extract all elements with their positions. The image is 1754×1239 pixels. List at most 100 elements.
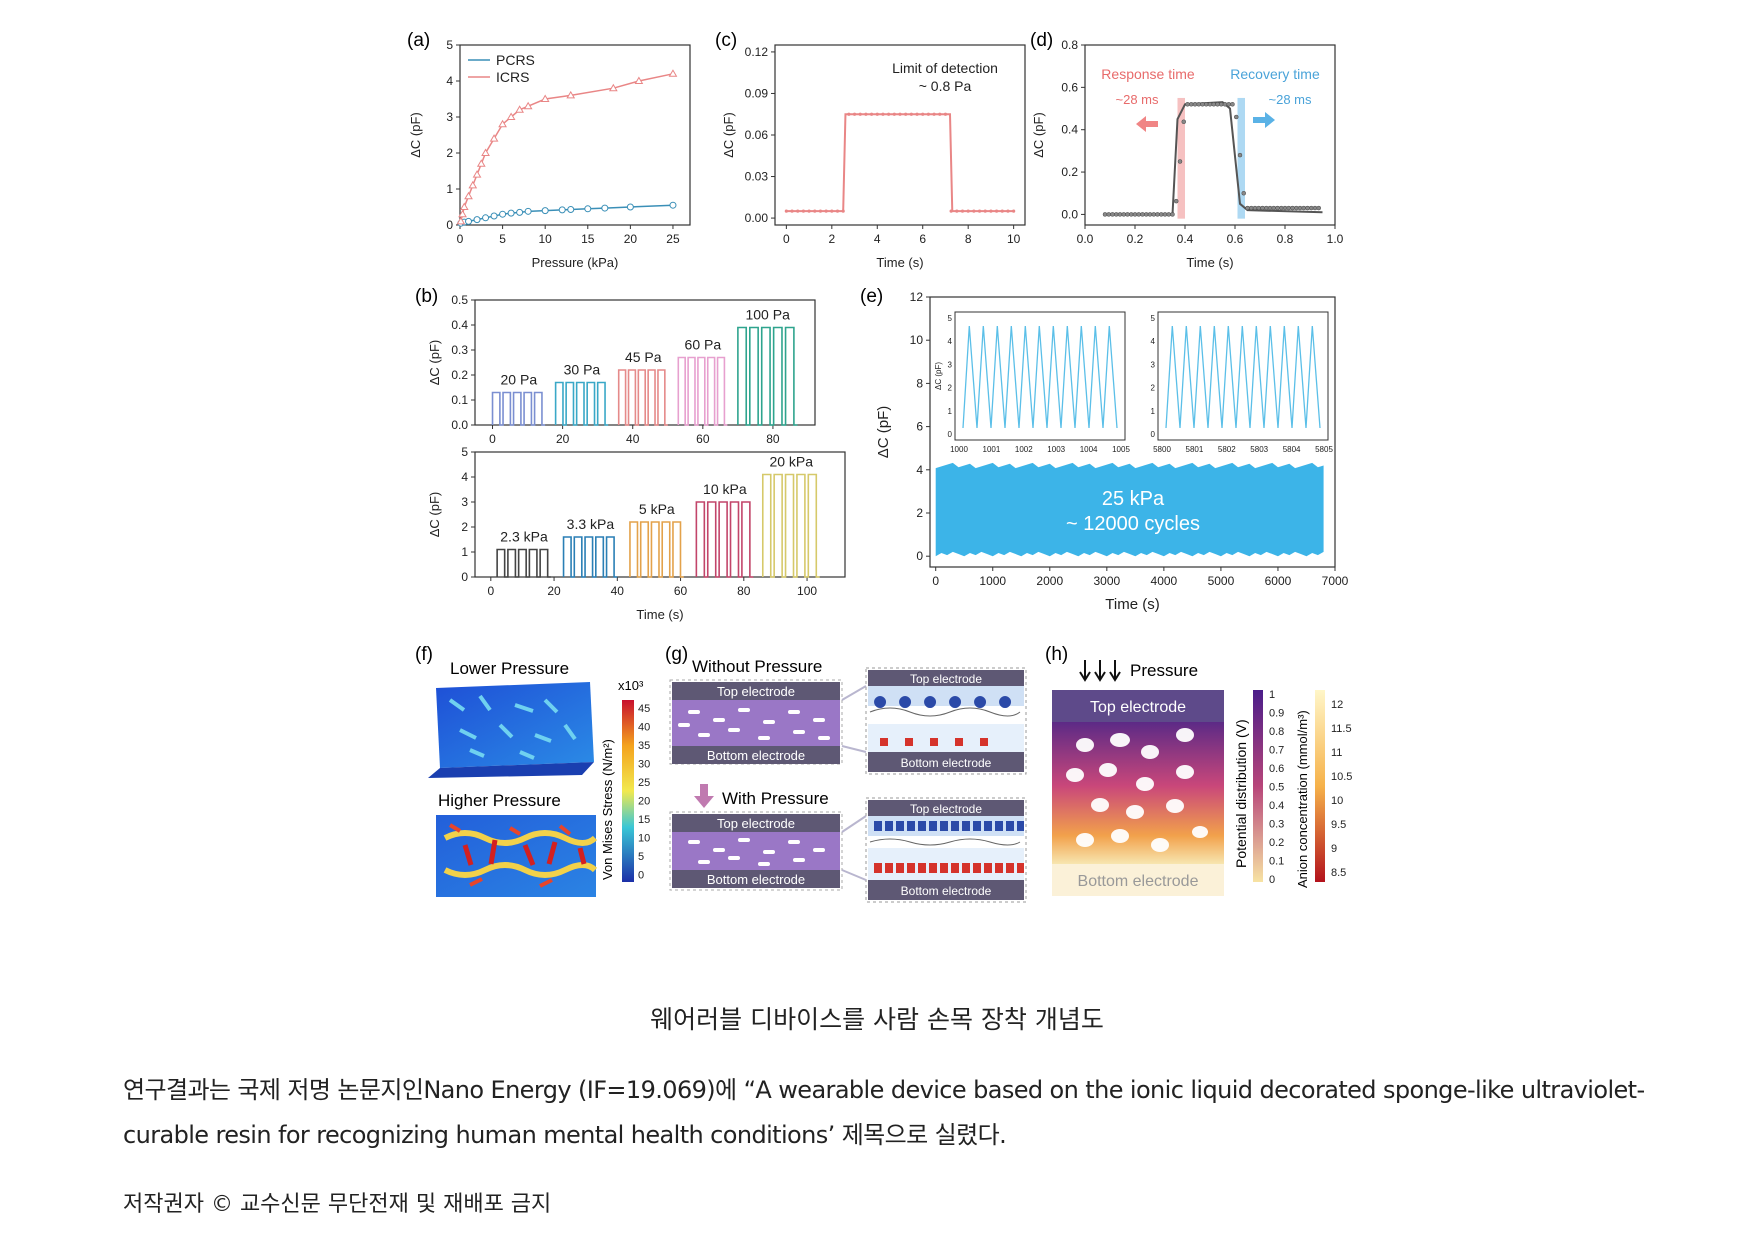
lod-data-point xyxy=(892,112,896,116)
response-time-label: Response time xyxy=(1101,66,1195,82)
b-bottom-pulse-label: 3.3 kPa xyxy=(567,516,615,532)
potential-tick-label: 0.2 xyxy=(1269,837,1284,849)
lod-data-point xyxy=(955,209,959,213)
y-tick-label: 2 xyxy=(461,520,468,534)
x-tick-label: 1.0 xyxy=(1327,232,1344,246)
x-tick-label: 40 xyxy=(611,584,625,598)
potential-colorbar xyxy=(1253,690,1263,882)
lod-data-point xyxy=(790,209,794,213)
zoom-top-electrode-label-2: Top electrode xyxy=(910,802,982,816)
lod-data-point xyxy=(972,209,976,213)
x-tick-label: 4 xyxy=(874,232,881,246)
x-tick-label: 20 xyxy=(624,232,638,246)
response-data-point xyxy=(1106,212,1111,217)
response-data-point xyxy=(1162,212,1168,217)
inset-x-tick-label: 1005 xyxy=(1112,445,1130,454)
b-top-pulse-label: 45 Pa xyxy=(625,349,662,365)
y-axis-label: ΔC (pF) xyxy=(1031,112,1046,158)
x-axis-label: Pressure (kPa) xyxy=(532,255,619,270)
copyright-notice: 저작권자 © 교수신문 무단전재 및 재배포 금지 xyxy=(123,1192,552,1217)
x-tick-label: 0 xyxy=(783,232,790,246)
cycles-count-label: ~ 12000 cycles xyxy=(1066,513,1200,535)
series-line-icrs xyxy=(460,73,674,222)
potential-colorbar-label: Potential distribution (V) xyxy=(1233,719,1249,868)
lod-data-point xyxy=(904,112,908,116)
y-tick-label: 0.4 xyxy=(1061,123,1078,137)
y-tick-label: 0.09 xyxy=(745,86,769,100)
response-data-point xyxy=(1102,212,1108,217)
without-pressure-label: Without Pressure xyxy=(692,657,822,676)
lod-data-point xyxy=(932,112,936,116)
response-data-point xyxy=(1114,212,1119,217)
response-data-point xyxy=(1230,102,1235,107)
response-data-point xyxy=(1170,212,1175,217)
response-data-point xyxy=(1252,205,1258,211)
lod-data-point xyxy=(943,112,948,116)
response-data-point xyxy=(1140,212,1145,217)
lod-data-point xyxy=(1006,209,1010,213)
x-tick-label: 0 xyxy=(457,232,464,246)
b-bottom-pulse-5-kPa xyxy=(629,521,684,578)
y-axis-label: ΔC (pF) xyxy=(427,492,442,538)
inset-y-tick-label: 3 xyxy=(1151,360,1156,369)
response-data-point xyxy=(1316,205,1321,211)
response-data-point xyxy=(1241,190,1246,196)
x-tick-label: 80 xyxy=(737,584,751,598)
x-tick-label: 25 xyxy=(666,232,680,246)
x-tick-label: 1000 xyxy=(979,574,1006,588)
top-electrode-label: Top electrode xyxy=(717,684,795,699)
inset-x-tick-label: 1001 xyxy=(983,445,1001,454)
y-tick-label: 0.5 xyxy=(451,293,468,307)
panel-label-b: (b) xyxy=(415,286,438,307)
response-data-point xyxy=(1151,212,1156,217)
x-tick-label: 2000 xyxy=(1036,574,1063,588)
figure-caption: 웨어러블 디바이스를 사람 손목 장착 개념도 xyxy=(650,1005,1104,1034)
lod-data-point xyxy=(818,209,823,213)
response-data-point xyxy=(1121,212,1126,217)
inset-y-tick-label: 5 xyxy=(1151,314,1156,323)
response-data-point xyxy=(1147,212,1153,217)
lod-data-point xyxy=(989,209,993,213)
data-point-icrs xyxy=(464,191,473,200)
b-top-pulse-45-Pa xyxy=(617,369,668,426)
article-body-line-1: 연구결과는 국제 저명 논문지인Nano Energy (IF=19.069)에… xyxy=(123,1076,1645,1104)
x-tick-label: 0 xyxy=(932,574,939,588)
potential-tick-label: 0.7 xyxy=(1269,745,1284,757)
y-tick-label: 0.8 xyxy=(1061,38,1078,52)
x-tick-label: 0.4 xyxy=(1177,232,1194,246)
research-figure: (a) (c) (d) (b) (e) (f) (g) (h) 0 5 10 15 20… xyxy=(407,30,1352,903)
response-data-point xyxy=(1286,205,1291,211)
data-point-icrs xyxy=(608,83,618,92)
y-tick-label: 3 xyxy=(461,495,468,509)
inset-y-tick-label: 2 xyxy=(948,384,953,393)
data-point-icrs xyxy=(540,94,550,102)
lod-data-point xyxy=(864,112,868,116)
lod-data-point xyxy=(977,209,982,213)
lod-data-point xyxy=(801,209,806,213)
pressure-arrow-icon xyxy=(694,784,714,808)
stress-tick-label: 40 xyxy=(638,722,650,734)
inset-x-tick-label: 5805 xyxy=(1315,445,1333,454)
data-point-icrs xyxy=(468,180,478,189)
potential-colorbar-ticks: 1 0.9 0.8 0.7 0.6 0.5 0.4 0.3 0.2 0.1 0 xyxy=(1269,689,1284,886)
response-data-point xyxy=(1219,102,1224,107)
inset-y-tick-label: 0 xyxy=(948,430,953,439)
x-tick-label: 4000 xyxy=(1151,574,1178,588)
x-tick-label: 7000 xyxy=(1322,574,1349,588)
response-data-point xyxy=(1301,205,1306,211)
panel-h: Pressure Top electrode Bottom electrode … xyxy=(1052,660,1352,896)
y-tick-label: 4 xyxy=(446,74,453,88)
response-data-point xyxy=(1211,102,1216,107)
y-tick-label: 4 xyxy=(916,463,923,477)
response-data-point xyxy=(1237,152,1243,158)
anion-tick-label: 9.5 xyxy=(1331,819,1346,831)
article-body: 연구결과는 국제 저명 논문지인Nano Energy (IF=19.069)에… xyxy=(123,1068,1653,1158)
inset-y-tick-label: 0 xyxy=(1151,430,1156,439)
stress-tick-label: 45 xyxy=(638,703,650,715)
zoom-bottom-electrode-label: Bottom electrode xyxy=(901,756,992,770)
data-point-icrs xyxy=(523,101,533,110)
data-point-icrs xyxy=(498,119,507,128)
data-point-icrs xyxy=(506,112,516,120)
recovery-time-band xyxy=(1237,97,1245,219)
lod-data-point xyxy=(858,112,862,116)
